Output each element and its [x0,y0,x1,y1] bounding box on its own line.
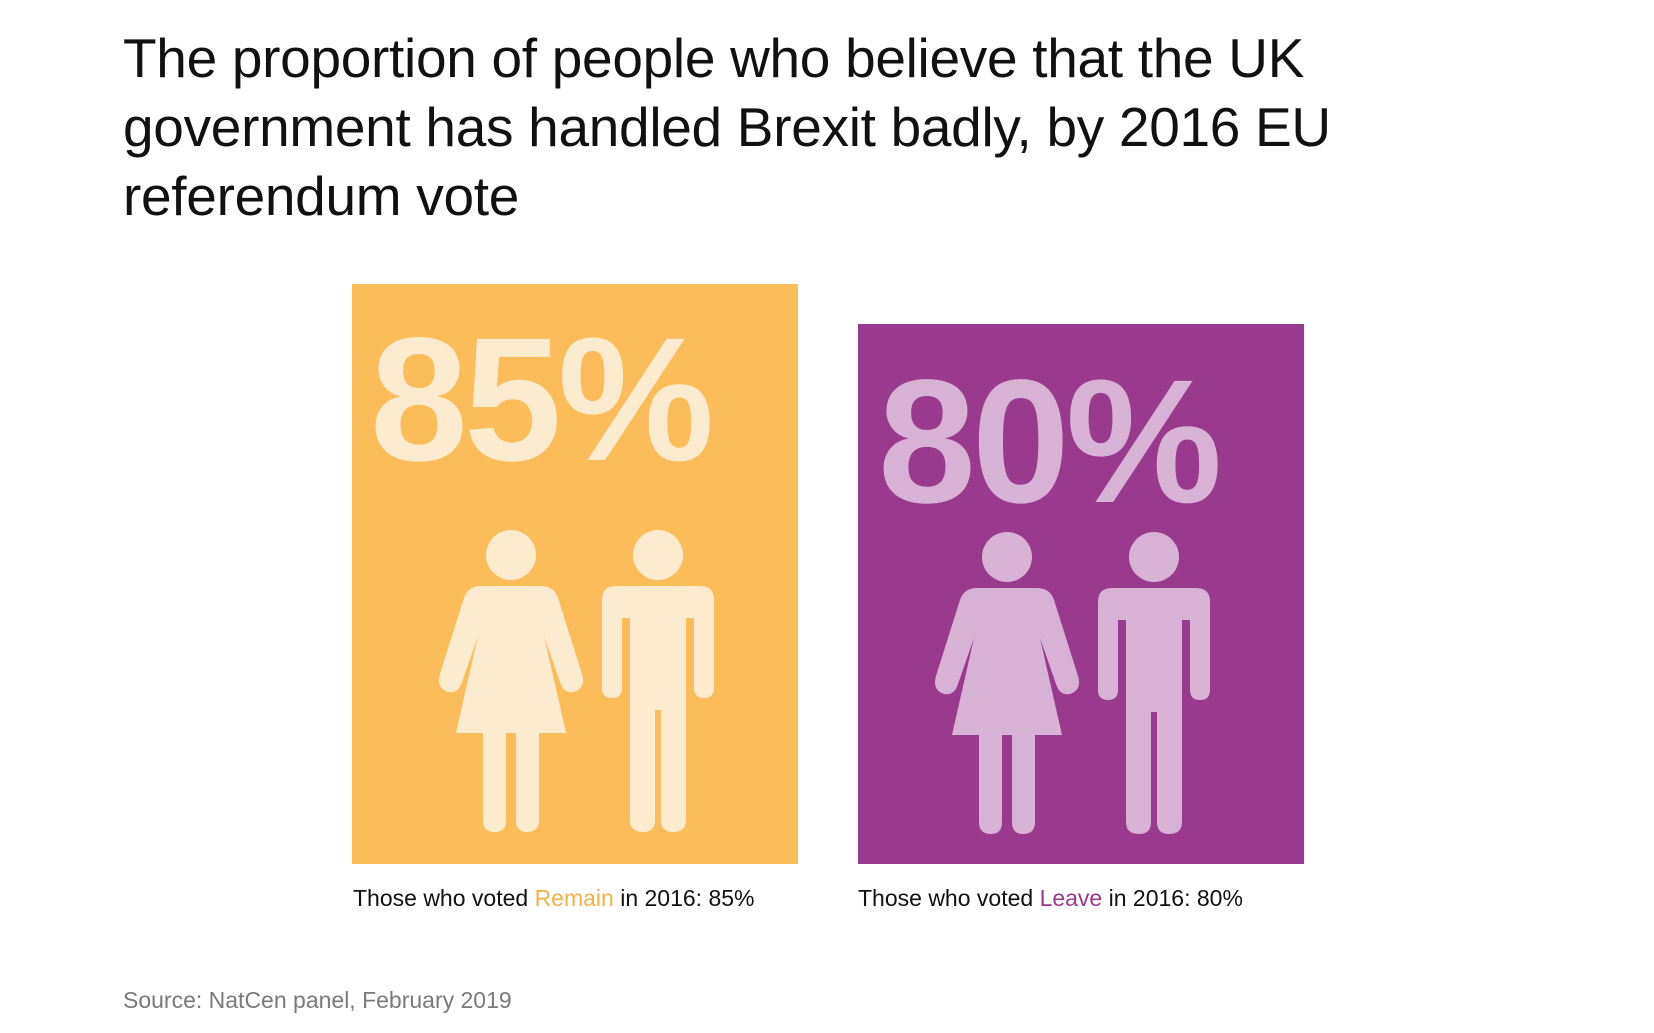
woman-icon [935,532,1079,834]
chart-title: The proportion of people who believe tha… [123,27,1331,227]
man-icon-head [1129,532,1179,582]
man-icon [1098,532,1210,834]
leave-caption: Those who voted Leave in 2016: 80% [858,884,1243,912]
remain-caption: Those who voted Remain in 2016: 85% [353,884,755,912]
leave-group-label: Leave [1039,885,1103,911]
woman-icon-head [982,532,1032,582]
leave-bar: 80% [858,324,1304,864]
leave-percent-label: 80% [878,344,1222,540]
man-icon-body [1098,588,1210,834]
woman-icon [439,530,583,832]
leave-caption-suffix: in 2016: 80% [1102,885,1243,911]
source-note: Source: NatCen panel, February 2019 [123,987,512,1013]
remain-caption-suffix: in 2016: 85% [613,885,755,911]
man-icon [602,530,714,832]
remain-group-label: Remain [534,885,614,911]
leave-caption-prefix: Those who voted [858,885,1040,911]
remain-caption-prefix: Those who voted [353,885,535,911]
woman-icon-body [439,586,583,832]
man-icon-head [633,530,683,580]
remain-percent-label: 85% [370,302,714,498]
remain-bar: 85% [352,284,798,864]
woman-icon-body [935,588,1079,834]
man-icon-body [602,586,714,832]
woman-icon-head [486,530,536,580]
